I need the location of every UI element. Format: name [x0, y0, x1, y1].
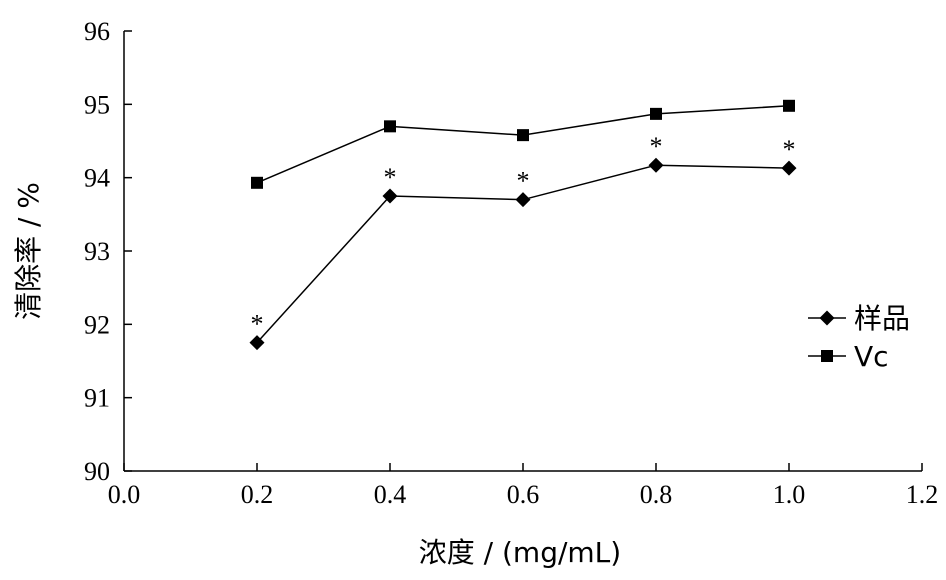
y-tick-label: 91 [84, 384, 110, 413]
x-tick-label: 0.8 [640, 480, 673, 509]
legend-label: 样品 [854, 302, 910, 335]
y-axis-title: 清除率 / % [12, 182, 45, 320]
significance-mark: * [783, 135, 796, 164]
x-axis-title: 浓度 / (mg/mL) [419, 536, 621, 569]
legend: 样品 Vc [808, 302, 910, 373]
y-tick-label: 93 [84, 237, 110, 266]
legend-diamond-icon [819, 310, 835, 326]
x-tick-label: 0.6 [507, 480, 540, 509]
x-tick-label: 1.2 [906, 480, 939, 509]
diamond-data-point [382, 188, 398, 204]
x-tick-label: 0.0 [108, 480, 141, 509]
x-axis-ticks: 0.0 0.2 0.4 0.6 0.8 1.0 1.2 [108, 463, 939, 509]
diamond-data-point [648, 157, 664, 173]
series-1: * * * * * [249, 132, 797, 351]
square-data-point [650, 107, 662, 120]
axes: 0.0 0.2 0.4 0.6 0.8 1.0 1.2 90 91 92 93 94 95 96 [84, 17, 938, 509]
square-data-point [517, 129, 529, 142]
significance-mark: * [251, 310, 264, 339]
series-layer: * * * * * [249, 99, 797, 351]
significance-mark: * [650, 132, 663, 161]
series-2 [251, 99, 795, 189]
legend-item: Vc [808, 340, 889, 373]
significance-mark: * [517, 167, 530, 196]
diamond-data-point [515, 192, 531, 208]
square-data-point [251, 176, 263, 189]
square-data-point [384, 120, 396, 133]
legend-label: Vc [854, 340, 889, 373]
y-axis-ticks: 90 91 92 93 94 95 96 [84, 17, 132, 486]
x-tick-label: 1.0 [773, 480, 806, 509]
y-tick-label: 96 [84, 17, 110, 46]
legend-square-icon [821, 350, 833, 362]
legend-item: 样品 [808, 302, 910, 335]
diamond-data-point [249, 335, 265, 351]
x-tick-label: 0.4 [374, 480, 407, 509]
y-tick-label: 90 [84, 457, 110, 486]
diamond-data-point [781, 160, 797, 176]
x-tick-label: 0.2 [241, 480, 274, 509]
y-tick-label: 95 [84, 90, 110, 119]
y-tick-label: 92 [84, 310, 110, 339]
significance-mark: * [384, 163, 397, 192]
y-tick-label: 94 [84, 164, 110, 193]
square-data-point [783, 99, 795, 112]
